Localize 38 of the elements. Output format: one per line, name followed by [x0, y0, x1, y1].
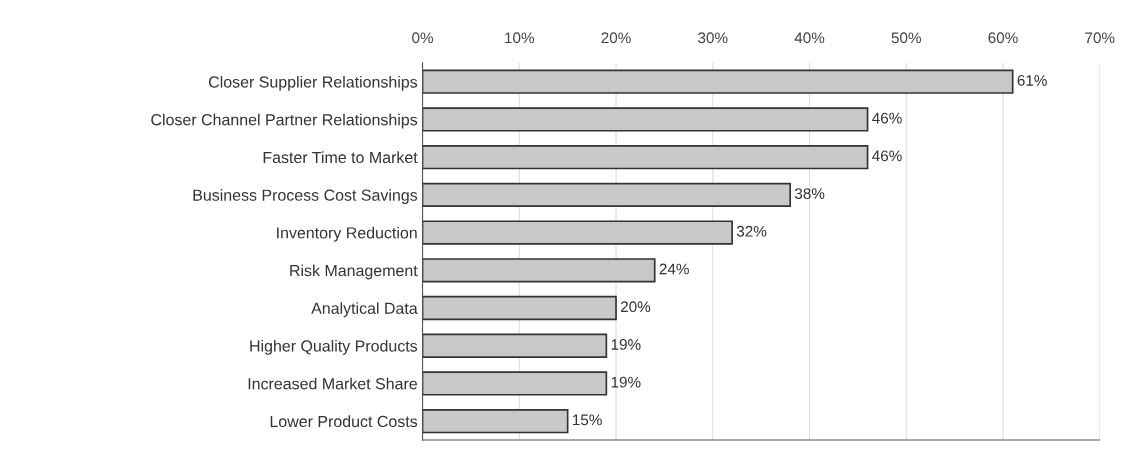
y-tick-label: Analytical Data: [311, 302, 418, 318]
x-tick-label: 50%: [891, 32, 921, 44]
y-tick-label: Inventory Reduction: [277, 226, 417, 242]
bar: [422, 409, 569, 434]
data-label: 15%: [572, 414, 602, 426]
bar: [422, 258, 656, 283]
bar: [422, 145, 869, 170]
data-label: 20%: [620, 301, 651, 313]
y-tick-label: Lower Product Costs: [270, 415, 418, 428]
x-tick-label: 20%: [601, 32, 631, 44]
x-tick-label: 30%: [698, 32, 728, 44]
bar: [422, 107, 869, 132]
x-tick-label: 60%: [988, 32, 1018, 44]
data-label: 46%: [872, 112, 902, 124]
data-label: 38%: [794, 188, 825, 199]
bar: [422, 333, 608, 358]
data-label: 32%: [736, 225, 767, 237]
data-label: 24%: [659, 263, 689, 275]
bar: [422, 371, 608, 396]
bar: [422, 295, 617, 321]
data-label: 19%: [611, 376, 641, 388]
x-tick-label: 0%: [412, 32, 434, 44]
y-tick-label: Higher Quality Products: [250, 339, 418, 355]
y-tick-label: Risk Management: [290, 264, 418, 280]
bar: [422, 182, 792, 208]
y-tick-label: Faster Time to Market: [263, 151, 418, 164]
x-tick-label: 70%: [1085, 32, 1115, 44]
x-tick-label: 40%: [794, 32, 825, 44]
bar: [422, 69, 1014, 94]
data-label: 46%: [872, 150, 902, 162]
data-label: 61%: [1017, 75, 1047, 86]
x-tick-label: 10%: [505, 32, 535, 44]
data-label: 19%: [611, 339, 641, 350]
y-tick-label: Closer Supplier Relationships: [208, 75, 418, 91]
y-tick-label: Closer Channel Partner Relationships: [151, 113, 418, 129]
y-tick-label: Increased Market Share: [248, 377, 417, 390]
y-tick-label: Business Process Cost Savings: [193, 189, 418, 204]
bar: [422, 220, 733, 245]
